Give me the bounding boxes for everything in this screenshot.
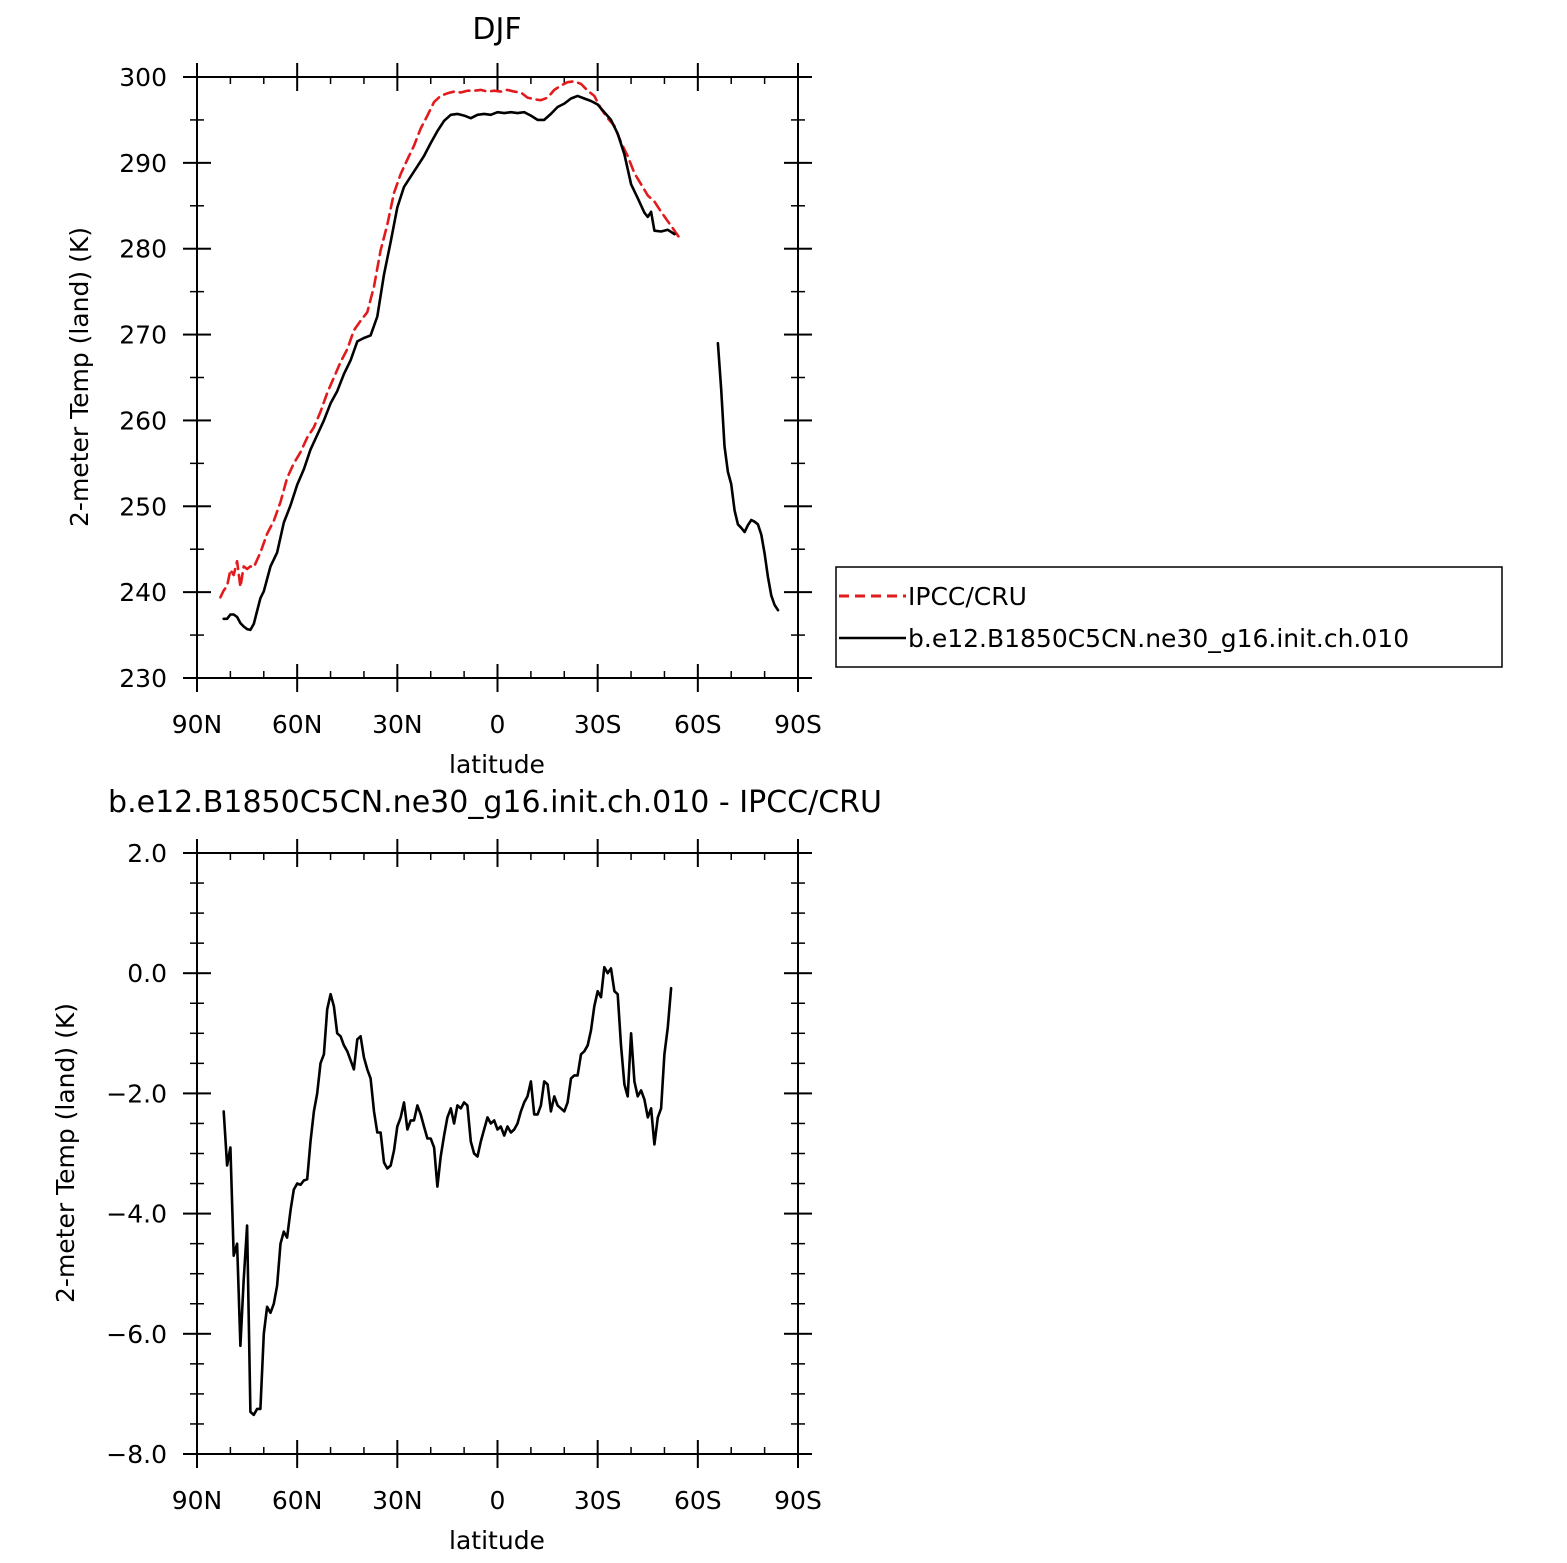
top-axes-ticks: 90N 60N 30N 0 30S 60S 90S 230 240 250 260 270 280 290… [119,63,822,739]
top-y-axis-label: 2-meter Temp (land) (K) [65,227,94,527]
y-tick-label: 280 [119,235,167,264]
y-tick-label: −8.0 [106,1440,167,1469]
y-tick-label: 230 [119,664,167,693]
top-series-line-1 [222,94,676,632]
x-tick-label: 60S [674,1486,722,1515]
top-panel-title: DJF [472,12,521,47]
y-tick-label: 250 [119,492,167,521]
bottom-panel: b.e12.B1850C5CN.ne30_g16.init.ch.010 - I… [51,785,882,1555]
y-tick-label: 0.0 [127,959,167,988]
x-tick-label: 30S [574,710,622,739]
y-tick-label: 290 [119,149,167,178]
bottom-x-axis-label: latitude [449,1526,545,1555]
x-tick-label: 30N [372,710,423,739]
y-tick-label: 2.0 [127,839,167,868]
x-tick-label: 0 [490,710,506,739]
y-tick-label: −6.0 [106,1320,167,1349]
x-tick-label: 90S [774,710,822,739]
x-tick-label: 30S [574,1486,622,1515]
y-tick-label: 240 [119,578,167,607]
legend: IPCC/CRU b.e12.B1850C5CN.ne30_g16.init.c… [835,566,1503,668]
top-x-axis-label: latitude [449,750,545,779]
x-tick-label: 90S [774,1486,822,1515]
y-tick-label: 300 [119,63,167,92]
x-tick-label: 60N [272,710,323,739]
x-tick-label: 30N [372,1486,423,1515]
bottom-series-line-0 [222,965,673,1417]
x-tick-label: 90N [172,710,223,739]
x-tick-label: 90N [172,1486,223,1515]
y-tick-label: 270 [119,321,167,350]
y-tick-label: −2.0 [106,1079,167,1108]
top-plot-frame [196,76,799,679]
top-panel: DJF 90N 60N 30N 0 30S 60S 90S 230 240 250 260 270 28… [65,12,822,779]
top-series-line-0 [219,80,683,599]
bottom-data-lines [222,965,673,1417]
bottom-plot-frame [196,852,799,1455]
x-tick-label: 60S [674,710,722,739]
y-tick-label: 260 [119,406,167,435]
bottom-panel-title: b.e12.B1850C5CN.ne30_g16.init.ch.010 - I… [108,785,882,820]
top-series-line-1 [716,341,780,612]
bottom-y-axis-label: 2-meter Temp (land) (K) [51,1003,80,1303]
legend-box [835,566,1503,668]
legend-label-model: b.e12.B1850C5CN.ne30_g16.init.ch.010 [908,624,1409,653]
x-tick-label: 0 [490,1486,506,1515]
legend-label-ipcc-cru: IPCC/CRU [908,582,1027,611]
y-tick-label: −4.0 [106,1200,167,1229]
x-tick-label: 60N [272,1486,323,1515]
bottom-axes-ticks: 90N 60N 30N 0 30S 60S 90S −8.0 −6.0 −4.0 −2.0 0.0 2.… [106,839,822,1515]
top-data-lines [219,80,780,632]
